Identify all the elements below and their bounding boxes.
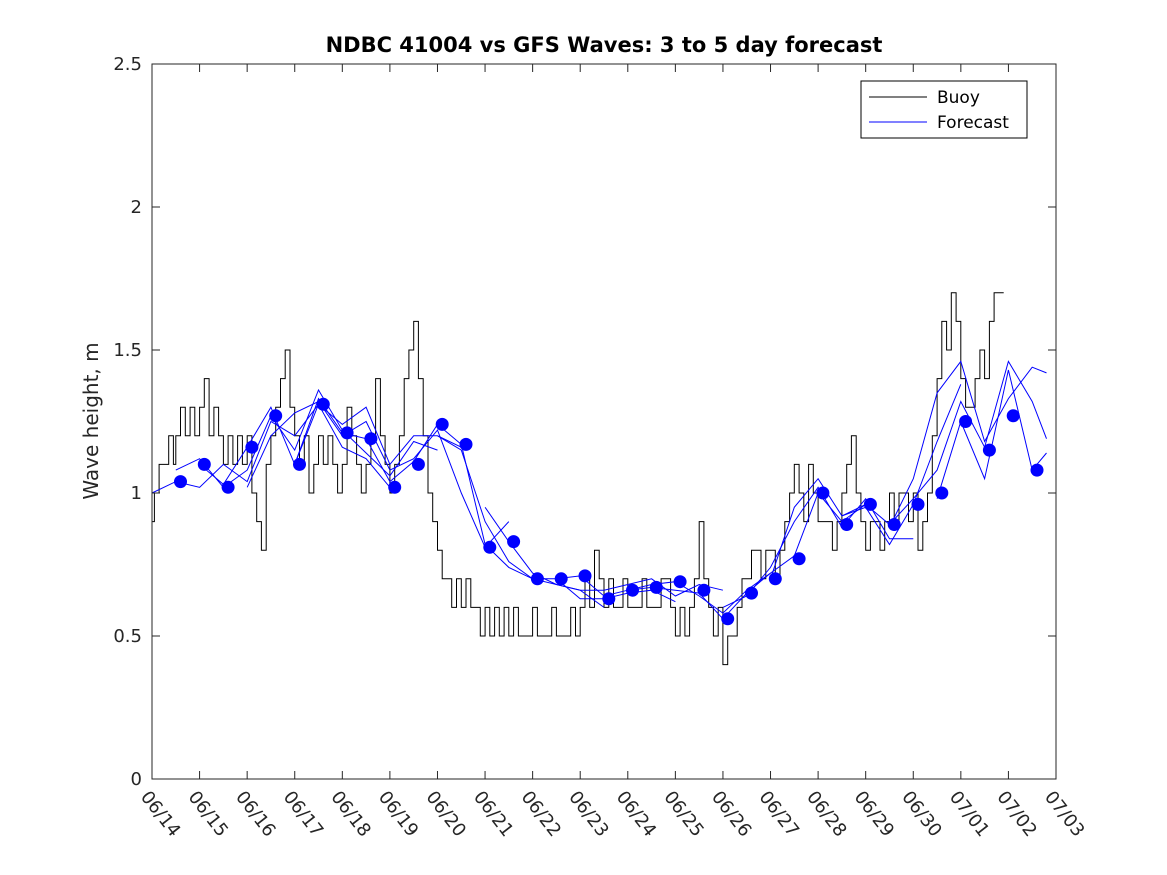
forecast-run-line-12	[889, 360, 1047, 528]
forecast-marker-point	[887, 518, 901, 531]
forecast-marker-point	[649, 580, 663, 594]
forecast-marker-point	[411, 457, 425, 471]
forecast-marker-point	[340, 426, 354, 440]
forecast-marker-point	[745, 586, 758, 600]
forecast-marker-point	[816, 486, 830, 500]
forecast-marker-point	[269, 409, 283, 423]
forecast-marker-point	[293, 457, 306, 471]
plot-area-background	[152, 64, 1056, 779]
forecast-marker-point	[721, 612, 735, 626]
forecast-marker-point	[578, 569, 592, 583]
forecast-marker-point	[602, 592, 616, 606]
forecast-marker-point	[245, 440, 259, 454]
forecast-marker-point	[483, 540, 497, 554]
forecast-marker-point	[935, 486, 949, 500]
plot-frame	[151, 63, 1057, 780]
forecast-run-line-3	[246, 400, 510, 549]
y-tick-label: 2	[131, 197, 142, 218]
y-tick-label: 1	[131, 483, 142, 504]
forecast-marker-point	[863, 497, 877, 511]
forecast-marker-point	[221, 480, 235, 494]
forecast-marker-point	[959, 415, 973, 428]
forecast-marker-point	[1030, 463, 1044, 477]
forecast-marker-point	[673, 575, 687, 589]
forecast-marker-point	[507, 535, 521, 549]
chart-title: NDBC 41004 vs GFS Waves: 3 to 5 day fore…	[326, 33, 883, 57]
y-tick-label: 0	[131, 769, 142, 790]
forecast-run-line-11	[841, 360, 1047, 526]
forecast-marker-point	[768, 572, 782, 586]
y-tick-label: 2.5	[113, 54, 142, 75]
forecast-run-line-1	[175, 388, 438, 488]
forecast-run-line-0	[151, 403, 391, 494]
forecast-marker-point	[840, 518, 854, 531]
legend-forecast-label: Forecast	[937, 113, 1009, 133]
forecast-marker-point	[388, 480, 402, 494]
forecast-marker-point	[911, 497, 925, 511]
y-tick-label: 1.5	[113, 340, 142, 361]
forecast-marker-point	[530, 572, 544, 586]
buoy-series-line	[152, 292, 1004, 666]
forecast-run-line-6	[484, 507, 724, 597]
forecast-run-line-9	[722, 486, 914, 608]
forecast-marker-point	[316, 397, 330, 411]
forecast-marker-point	[1006, 409, 1020, 423]
forecast-marker-point	[697, 583, 711, 597]
forecast-marker-point	[364, 432, 378, 446]
forecast-marker-point	[197, 457, 211, 471]
y-tick-label: 0.5	[113, 626, 142, 647]
forecast-marker-point	[626, 583, 639, 597]
forecast-marker-point	[982, 443, 996, 457]
forecast-marker-point	[792, 552, 806, 566]
series-layer	[151, 292, 1047, 666]
y-axis-label: Wave height, m	[79, 342, 103, 499]
forecast-marker-point	[435, 417, 449, 431]
forecast-marker-point	[174, 475, 187, 489]
legend-box	[860, 80, 1028, 139]
legend: Buoy Forecast	[860, 80, 1028, 139]
legend-buoy-label: Buoy	[937, 88, 980, 108]
forecast-marker-point	[554, 572, 568, 586]
forecast-marker-point	[459, 437, 473, 451]
forecast-run-line-2	[199, 403, 462, 486]
